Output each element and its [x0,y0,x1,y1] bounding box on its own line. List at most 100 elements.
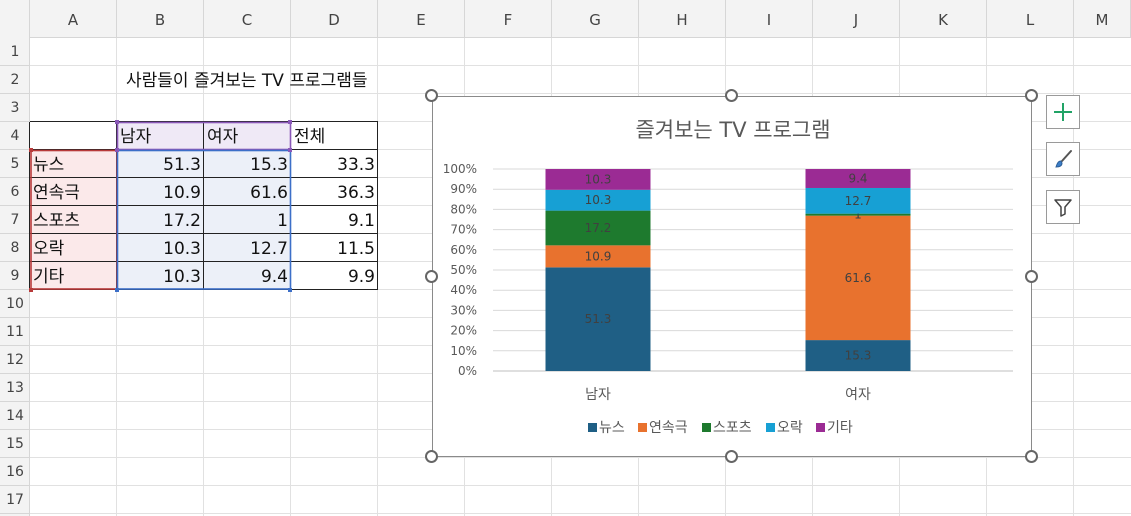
column-header-c[interactable]: C [204,0,291,38]
row-header-8[interactable]: 8 [0,234,30,262]
y-tick-label: 50% [450,263,477,277]
value-cell-total[interactable]: 11.5 [291,234,378,262]
chart-filters-button[interactable] [1046,190,1080,224]
value-cell-female[interactable]: 61.6 [204,178,291,206]
column-header-a[interactable]: A [30,0,117,38]
row-header-12[interactable]: 12 [0,346,30,374]
row-header-11[interactable]: 11 [0,318,30,346]
data-label: 51.3 [585,312,612,326]
y-tick-label: 70% [450,223,477,237]
column-header-i[interactable]: I [726,0,813,38]
header-cell-3[interactable]: 전체 [291,122,378,150]
header-cell-1[interactable]: 남자 [117,122,204,150]
y-tick-label: 10% [450,344,477,358]
column-header-m[interactable]: M [1074,0,1131,38]
plus-icon [1052,101,1074,123]
column-header-l[interactable]: L [987,0,1074,38]
row-label-cell[interactable]: 오락 [30,234,117,262]
row-header-9[interactable]: 9 [0,262,30,290]
select-all-corner[interactable] [0,0,30,38]
value-cell-total[interactable]: 9.9 [291,262,378,290]
row-header-5[interactable]: 5 [0,150,30,178]
row-header-bar: 1 2 3 4 5 6 7 8 9 10 11 12 13 14 15 16 17 [0,38,30,516]
legend-entry[interactable]: 뉴스 [599,420,625,436]
value-cell-total[interactable]: 36.3 [291,178,378,206]
resize-handle-bottom-left[interactable] [425,450,438,463]
resize-handle-bottom-right[interactable] [1025,450,1038,463]
row-label-cell[interactable]: 뉴스 [30,150,117,178]
header-cell-2[interactable]: 여자 [204,122,291,150]
row-header-17[interactable]: 17 [0,486,30,514]
column-header-f[interactable]: F [465,0,552,38]
data-label: 10.3 [585,172,612,186]
y-tick-label: 0% [458,364,477,378]
column-header-j[interactable]: J [813,0,900,38]
value-cell-male[interactable]: 10.3 [117,234,204,262]
resize-handle-top-right[interactable] [1025,89,1038,102]
row-header-14[interactable]: 14 [0,402,30,430]
column-header-h[interactable]: H [639,0,726,38]
resize-handle-bottom[interactable] [725,450,738,463]
row-label-cell[interactable]: 기타 [30,262,117,290]
y-tick-label: 60% [450,243,477,257]
legend-entry[interactable]: 연속극 [649,420,688,436]
data-label: 10.9 [585,249,612,263]
y-tick-label: 80% [450,202,477,216]
sheet-title-cell[interactable]: 사람들이 즐겨보는 TV 프로그램들 [126,66,368,91]
resize-handle-top[interactable] [725,89,738,102]
resize-handle-top-left[interactable] [425,89,438,102]
row-header-6[interactable]: 6 [0,178,30,206]
value-cell-female[interactable]: 9.4 [204,262,291,290]
resize-handle-left[interactable] [425,270,438,283]
column-header-e[interactable]: E [378,0,465,38]
row-header-4[interactable]: 4 [0,122,30,150]
row-header-13[interactable]: 13 [0,374,30,402]
brush-icon [1052,148,1074,170]
y-tick-label: 90% [450,182,477,196]
value-cell-male[interactable]: 51.3 [117,150,204,178]
value-cell-male[interactable]: 17.2 [117,206,204,234]
value-cell-female[interactable]: 1 [204,206,291,234]
column-header-k[interactable]: K [900,0,987,38]
column-header-d[interactable]: D [291,0,378,38]
data-label: 12.7 [845,194,872,208]
chart-title[interactable]: 즐겨보는 TV 프로그램 [635,118,830,142]
legend-swatch [816,423,825,432]
row-header-3[interactable]: 3 [0,94,30,122]
row-label-cell[interactable]: 스포츠 [30,206,117,234]
data-label: 61.6 [845,271,872,285]
x-category-label: 여자 [845,387,871,403]
y-tick-label: 20% [450,324,477,338]
chart-elements-button[interactable] [1046,95,1080,129]
legend-entry[interactable]: 기타 [827,420,853,436]
row-header-10[interactable]: 10 [0,290,30,318]
y-tick-label: 30% [450,303,477,317]
value-cell-female[interactable]: 15.3 [204,150,291,178]
legend-swatch [588,423,597,432]
legend-swatch [638,423,647,432]
y-tick-label: 100% [443,162,477,176]
chart-styles-button[interactable] [1046,142,1080,176]
value-cell-female[interactable]: 12.7 [204,234,291,262]
data-label: 10.3 [585,193,612,207]
value-cell-total[interactable]: 33.3 [291,150,378,178]
x-category-label: 남자 [585,387,611,403]
value-cell-total[interactable]: 9.1 [291,206,378,234]
resize-handle-right[interactable] [1025,270,1038,283]
row-header-1[interactable]: 1 [0,38,30,66]
column-header-b[interactable]: B [117,0,204,38]
row-header-16[interactable]: 16 [0,458,30,486]
legend-entry[interactable]: 오락 [777,420,803,436]
row-header-7[interactable]: 7 [0,206,30,234]
row-header-2[interactable]: 2 [0,66,30,94]
filter-icon [1052,196,1074,218]
column-header-bar: ABCDEFGHIJKLM [0,0,1131,38]
value-cell-male[interactable]: 10.3 [117,262,204,290]
column-header-g[interactable]: G [552,0,639,38]
row-label-cell[interactable]: 연속극 [30,178,117,206]
legend-entry[interactable]: 스포츠 [713,420,752,436]
row-header-15[interactable]: 15 [0,430,30,458]
value-cell-male[interactable]: 10.9 [117,178,204,206]
data-label: 17.2 [585,221,612,235]
stacked-bar-chart[interactable]: 즐겨보는 TV 프로그램 0% 10% 20% 30% 40% 50% 60% 70% 80% 90… [432,96,1032,457]
